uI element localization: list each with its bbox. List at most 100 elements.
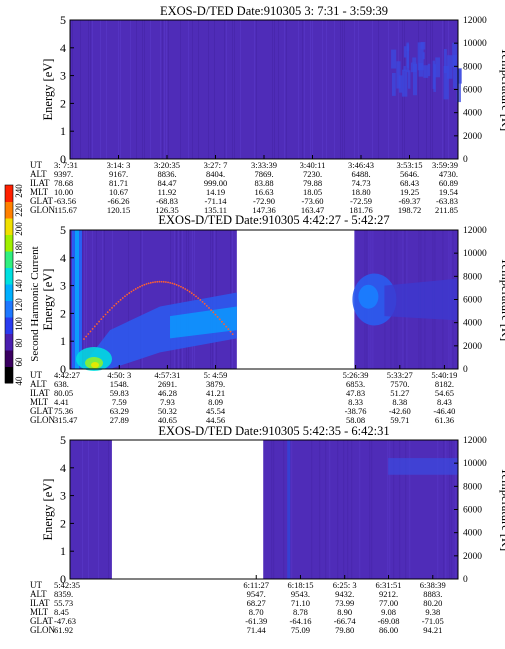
ephemeris-ut-value: 6:31:51 [376, 580, 402, 590]
ephemeris-value: -63.56 [54, 196, 76, 206]
heatmap-streak [112, 230, 113, 369]
ephemeris-value: 75.09 [291, 625, 310, 635]
heatmap-streak [319, 440, 321, 579]
y-axis-title-right: Temperature [K] [499, 258, 505, 341]
ephemeris-ut-value: 5:26:39 [343, 370, 369, 380]
ephemeris-row-label: ILAT [30, 178, 50, 188]
heatmap-streak [329, 440, 331, 579]
heatmap-enhancement [443, 49, 447, 74]
ephemeris-row-label: ALT [30, 169, 47, 179]
heatmap-streak [120, 20, 121, 159]
panel-title: EXOS-D/TED Date:910305 4:42:27 - 5:42:27 [158, 213, 389, 227]
colorbar-swatch [5, 267, 13, 285]
ephemeris-value: 8.70 [249, 607, 264, 617]
ephemeris-value: 9212. [379, 589, 398, 599]
temperature-trace [195, 295, 197, 298]
heatmap-streak [104, 230, 105, 369]
heatmap-streak [142, 20, 143, 159]
temperature-trace [210, 309, 213, 312]
heatmap-streak [388, 20, 389, 159]
heatmap-enhancement [427, 63, 431, 77]
ephemeris-row-label: GLAT [30, 196, 53, 206]
heatmap-streak [278, 20, 279, 159]
temperature-trace [167, 281, 169, 284]
ephemeris-value: 6488. [351, 169, 370, 179]
colorbar-label: Second Harmonic Current [29, 246, 41, 361]
ephemeris-value: 8182. [435, 379, 454, 389]
ephemeris-value: 8.38 [392, 397, 407, 407]
heatmap-enhancement [417, 42, 424, 71]
temperature-trace [89, 330, 92, 333]
ephemeris-value: 80.20 [423, 598, 442, 608]
ephemeris-value: 7230. [303, 169, 322, 179]
heatmap-enhancement [388, 458, 458, 475]
heatmap-streak [418, 20, 419, 159]
ephemeris-value: 54.65 [435, 388, 454, 398]
ephemeris-value: 61.92 [54, 625, 73, 635]
temperature-trace [173, 283, 176, 285]
ephemeris-ut-value: 3:27: 7 [204, 160, 228, 170]
temperature-trace [117, 300, 120, 303]
heatmap-streak [273, 440, 275, 579]
heatmap-streak [90, 20, 91, 159]
ephemeris-ut-value: 6:11:27 [243, 580, 269, 590]
heatmap-streak [96, 230, 97, 369]
ephemeris-value: -46.40 [433, 406, 455, 416]
temperature-trace [227, 328, 230, 330]
heatmap-streak [286, 20, 287, 159]
ephemeris-value: 9543. [291, 589, 310, 599]
heatmap-streak [284, 20, 285, 159]
heatmap-streak [451, 440, 453, 579]
temperature-trace [190, 292, 193, 295]
ephemeris-value: 8.90 [337, 607, 352, 617]
colorbar-tick-label: 140 [14, 279, 24, 293]
ephemeris-ut-value: 3:20:35 [154, 160, 180, 170]
temperature-trace [115, 302, 118, 305]
temperature-trace [87, 333, 90, 335]
ephemeris-value: -71.14 [205, 196, 228, 206]
heatmap-streak [449, 440, 451, 579]
temperature-trace [132, 289, 135, 292]
ephemeris-ut-value: 3:40:11 [300, 160, 326, 170]
ephemeris-value: 84.47 [157, 178, 176, 188]
ephemeris-value: 9432. [335, 589, 354, 599]
temperature-trace [106, 311, 109, 314]
ephemeris-value: 51.27 [390, 388, 409, 398]
temperature-trace [223, 323, 225, 326]
temperature-trace [96, 323, 98, 325]
heatmap-streak [150, 20, 151, 159]
ephemeris-ut-value: 6:18:15 [287, 580, 313, 590]
ephemeris-value: -66.74 [334, 616, 357, 626]
temperature-trace [203, 302, 206, 305]
heatmap-streak [369, 440, 371, 579]
heatmap-streak [102, 230, 103, 369]
ephemeris-value: 68.43 [400, 178, 419, 188]
y-tick-label-left: 4 [60, 251, 66, 265]
colorbar-swatch [5, 201, 13, 219]
colorbar-tick-label: 80 [14, 338, 24, 348]
y-tick-label-right: 4000 [463, 109, 482, 119]
heatmap-enhancement [75, 230, 79, 369]
ephemeris-value: 3879. [206, 379, 225, 389]
heatmap-streak [256, 20, 257, 159]
ephemeris-value: 71.44 [247, 625, 267, 635]
heatmap-streak [340, 20, 341, 159]
colorbar-swatch [5, 300, 13, 318]
ephemeris-ut-value: 5:42:35 [54, 580, 80, 590]
y-tick-label-left: 1 [60, 334, 66, 348]
heatmap-enhancement [391, 49, 397, 69]
ephemeris-value: -61.39 [245, 616, 267, 626]
ephemeris-value: 78.68 [54, 178, 73, 188]
heatmap-streak [88, 20, 89, 159]
heatmap-streak [176, 230, 177, 369]
heatmap-enhancement [435, 57, 440, 78]
temperature-trace [197, 297, 200, 300]
heatmap-streak [358, 20, 359, 159]
ephemeris-value: 44.56 [206, 415, 225, 425]
heatmap-streak [224, 20, 225, 159]
ephemeris-value: 9547. [247, 589, 266, 599]
heatmap-streak [326, 20, 327, 159]
colorbar-swatch [5, 284, 13, 301]
ephemeris-value: -47.63 [54, 616, 76, 626]
colorbar-swatch [5, 366, 13, 384]
